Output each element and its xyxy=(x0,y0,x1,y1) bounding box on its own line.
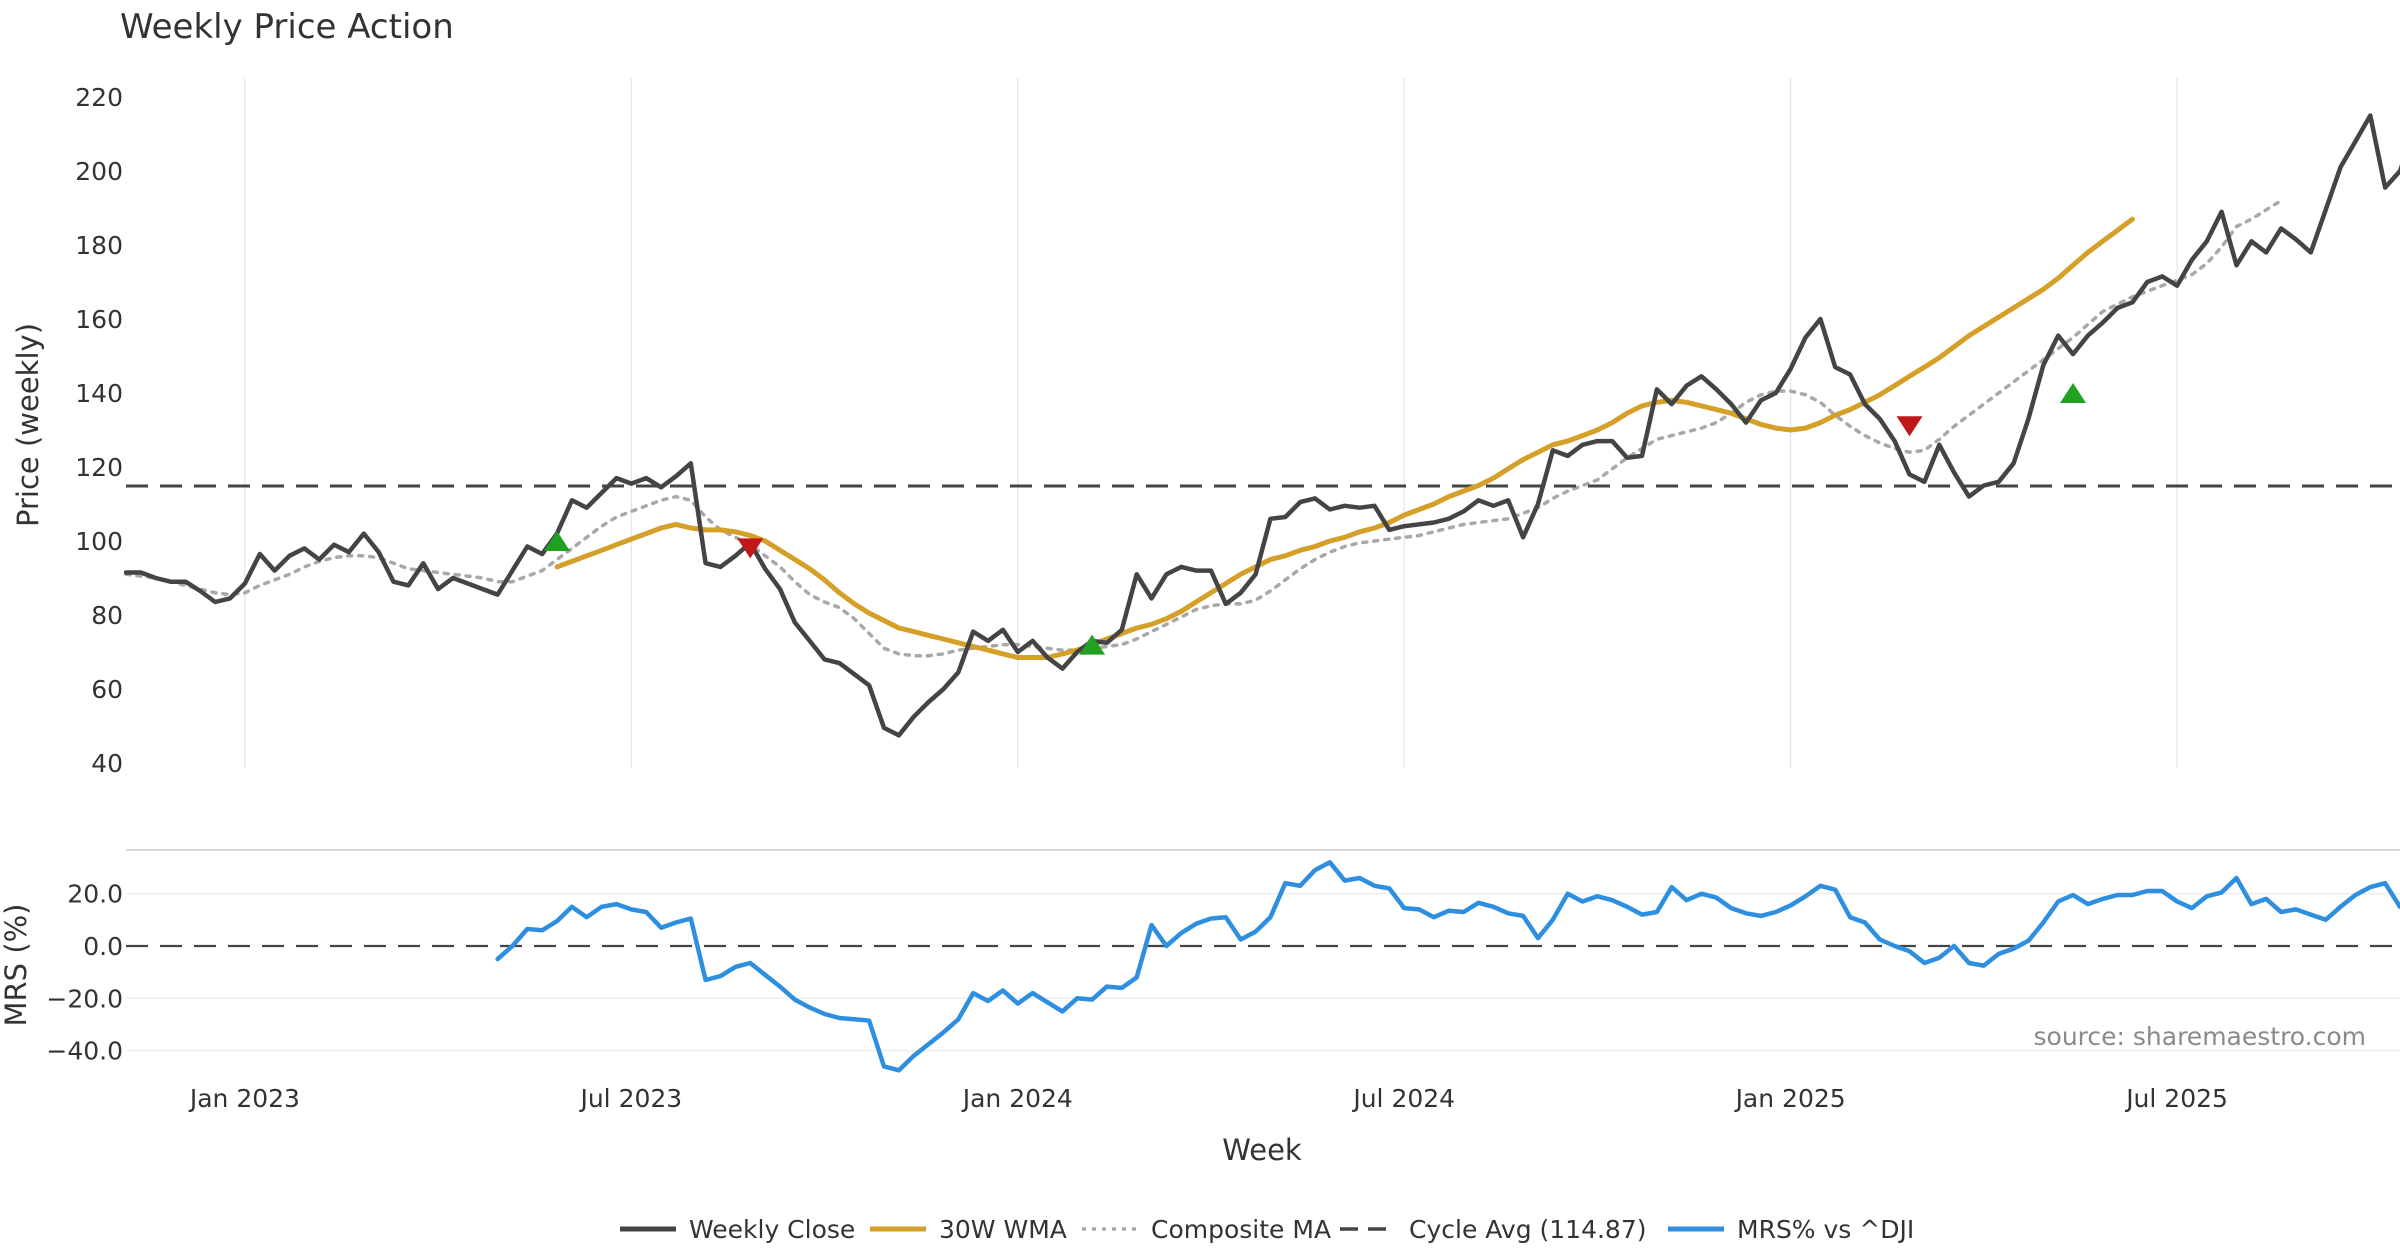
legend-label: 30W WMA xyxy=(939,1215,1067,1244)
grid-layer xyxy=(126,78,2400,1052)
y-tick-label: 120 xyxy=(75,453,123,482)
tick-labels: Jan 2023 Jul 2023 Jan 2024 Jul 2024 Jan 2025… xyxy=(46,83,2228,1113)
mrs-line xyxy=(495,860,2400,1073)
legend: Weekly Close 30W WMA Composite MA Cycle Avg… xyxy=(620,1215,1914,1244)
y-tick-label: 100 xyxy=(75,527,123,556)
x-axis-label: Week xyxy=(1222,1133,1302,1167)
price-panel xyxy=(123,113,2400,738)
y-tick-label: 80 xyxy=(91,601,123,630)
y-tick-label: 40 xyxy=(91,749,123,778)
source-note: source: sharemaestro.com xyxy=(2034,1022,2367,1051)
composite-ma-line xyxy=(124,198,2283,658)
legend-label: Composite MA xyxy=(1151,1215,1331,1244)
mrs-tick-label: −40.0 xyxy=(46,1037,123,1066)
x-tick-label: Jan 2025 xyxy=(1734,1084,1846,1113)
wma-30w-line xyxy=(554,216,2135,660)
y-tick-label: 200 xyxy=(75,157,123,186)
sell-signal-marker xyxy=(737,538,764,559)
buy-signal-marker xyxy=(2060,383,2087,403)
y-tick-label: 60 xyxy=(91,675,123,704)
y-tick-label: 140 xyxy=(75,379,123,408)
y-axis-label: Price (weekly) xyxy=(11,323,45,527)
mrs-axis-label: MRS (%) xyxy=(0,904,33,1027)
y-tick-label: 220 xyxy=(75,83,123,112)
mrs-panel xyxy=(126,860,2400,1073)
sell-signal-marker xyxy=(1896,416,1923,437)
legend-label: Cycle Avg (114.87) xyxy=(1409,1215,1647,1244)
legend-label: Weekly Close xyxy=(689,1215,855,1244)
mrs-tick-label: 0.0 xyxy=(83,932,123,961)
buy-signal-marker xyxy=(1079,634,1106,655)
y-tick-label: 180 xyxy=(75,231,123,260)
weekly-close-line xyxy=(123,113,2400,738)
legend-label: MRS% vs ^DJI xyxy=(1737,1215,1914,1244)
x-tick-label: Jul 2023 xyxy=(578,1084,682,1113)
x-tick-label: Jan 2024 xyxy=(961,1084,1073,1113)
y-tick-label: 160 xyxy=(75,305,123,334)
x-tick-label: Jan 2023 xyxy=(188,1084,300,1113)
chart-title: Weekly Price Action xyxy=(120,7,454,47)
mrs-tick-label: 20.0 xyxy=(67,880,123,909)
x-tick-label: Jul 2024 xyxy=(1351,1084,1455,1113)
mrs-tick-label: −20.0 xyxy=(46,984,123,1013)
buy-signal-marker xyxy=(544,531,571,551)
x-tick-label: Jul 2025 xyxy=(2124,1084,2228,1113)
